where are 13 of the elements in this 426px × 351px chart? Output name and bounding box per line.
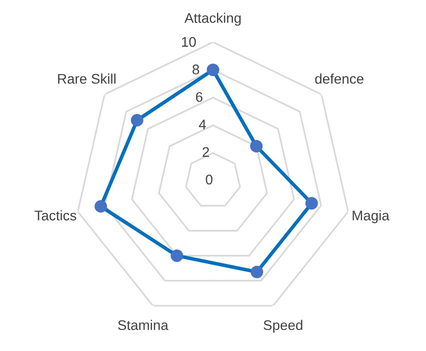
y-tick-label: 10 [182,37,196,47]
y-tick-label: 6 [196,92,202,102]
spoke-label: Speed [264,320,302,333]
spoke-label: Magia [352,210,390,224]
y-tick-label: 2 [202,147,209,157]
spoke-label: Attacking [184,12,241,26]
y-tick-label: 4 [198,120,206,130]
spoke-label: Tactics [34,210,76,220]
spoke-label: Stamina [118,320,168,330]
spoke-label: Rare Skill [58,74,116,84]
y-tick-label: 0 [206,174,212,184]
y-tick-label: 8 [192,64,200,74]
spoke-label: defence [315,74,364,84]
